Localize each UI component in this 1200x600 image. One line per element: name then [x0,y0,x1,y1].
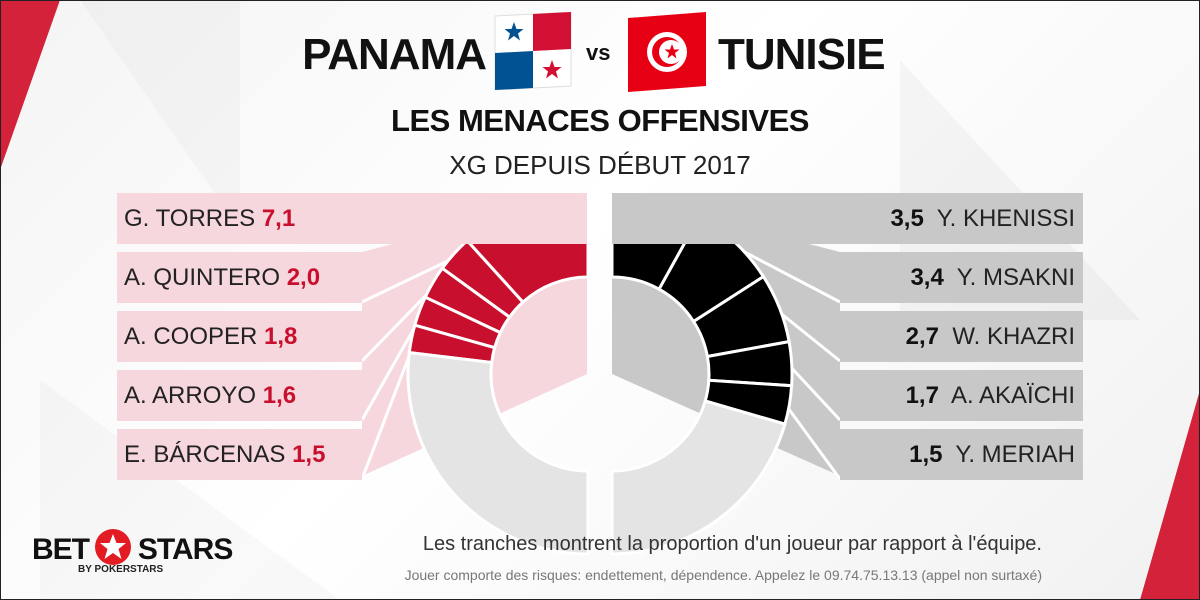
list-item: E. BÁRCENAS 1,5 [117,429,362,480]
player-xg-value: 1,8 [264,323,298,350]
chart-title: LES MENACES OFFENSIVES [391,103,809,138]
pointer-line [361,255,458,304]
player-xg-value: 1,5 [909,441,943,468]
player-name: G. TORRES [124,205,256,232]
list-item: 2,7 W. KHAZRI [840,311,1083,362]
pointer-line [786,362,842,422]
player-name: Y. MSAKNI [956,264,1075,291]
tunisia-flag-icon [628,12,706,92]
player-name: Y. MERIAH [955,441,1075,468]
panama-flag-icon [494,12,572,90]
pointer-line [731,244,841,304]
donut-remainder [610,399,787,556]
logo-subtitle: BY POKERSTARS [78,564,164,575]
player-xg-value: 1,6 [262,382,297,409]
player-name: W. KHAZRI [952,323,1075,350]
donut-remainder [406,350,590,556]
team-left-title: PANAMA [302,30,487,79]
list-item: A. QUINTERO 2,0 [117,252,362,303]
pointer-line [784,403,842,480]
list-item: G. TORRES 7,1 [117,193,587,244]
list-item: 3,4 Y. MSAKNI [840,252,1083,303]
player-xg-value: 2,7 [905,323,939,350]
player-xg-value: 1,7 [905,382,939,409]
pointer-line [360,339,417,480]
legal-disclaimer: Jouer comporte des risques: endettement,… [404,567,1042,583]
player-xg-value: 1,5 [292,441,326,468]
logo-text-stars: STARS [137,533,233,566]
player-name: A. QUINTERO [124,264,281,291]
player-name: A. COOPER [124,323,258,350]
list-item: A. ARROYO 1,6 [117,370,362,421]
list-item: 3,5 Y. KHENISSI [612,193,1083,244]
chart-footnote: Les tranches montrent la proportion d'un… [422,533,1042,555]
player-name: Y. KHENISSI [936,205,1075,232]
logo-text-bet: BET [32,533,90,566]
player-xg-value: 2,0 [286,264,321,291]
player-name: A. ARROYO [124,382,257,409]
list-item: A. COOPER 1,8 [117,311,362,362]
list-item: 1,5 Y. MERIAH [840,429,1083,480]
star-icon [95,529,132,565]
chart-subtitle: XG DEPUIS DÉBUT 2017 [449,150,751,180]
corner-decoration-top-left [0,0,60,170]
player-xg-value: 3,4 [910,264,944,291]
player-name: A. AKAÏCHI [950,382,1075,409]
list-item: 1,7 A. AKAÏCHI [840,370,1083,421]
versus-label: vs [586,40,611,65]
corner-decoration-bottom-right [1140,390,1200,600]
player-name: E. BÁRCENAS [124,441,286,468]
player-xg-value: 3,5 [890,205,924,232]
betstars-logo: BET STARS BY POKERSTARS [32,528,233,575]
player-xg-value: 7,1 [261,205,296,232]
pointer-line [774,308,841,363]
team-right-title: TUNISIE [718,30,886,79]
